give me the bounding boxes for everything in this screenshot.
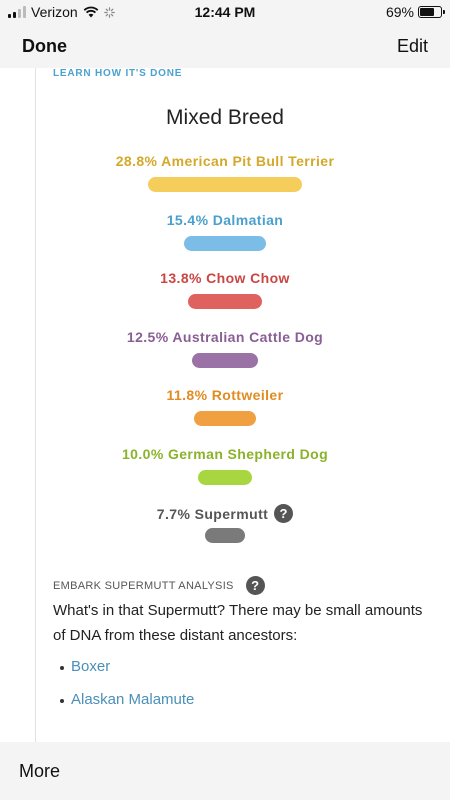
more-button[interactable]: More [19,761,61,781]
supermutt-description: What's in that Supermutt? There may be s… [53,602,423,644]
list-item: Alaskan Malamute [60,691,194,724]
breed-bar [184,235,266,251]
supermutt-heading-text: EMBARK SUPERMUTT ANALYSIS [53,579,234,592]
bottom-toolbar: More [0,742,450,800]
signal-icon [8,6,26,18]
carrier-name: Verizon [31,4,78,20]
breed-bar [193,411,257,426]
breed-label: 15.4% Dalmatian [167,212,284,228]
breed-row: 13.8% Chow Chow [0,270,450,288]
breed-row: 11.8% Rottweiler [0,387,450,405]
bullet-icon [60,666,64,670]
ancestor-list: Boxer Alaskan Malamute [60,658,194,724]
wifi-icon [83,6,99,18]
breed-label: 10.0% German Shepherd Dog [122,446,328,462]
status-time: 12:44 PM [194,4,256,20]
battery-icon [418,6,445,18]
breed-row: 15.4% Dalmatian [0,212,450,230]
breed-label-text: 7.7% Supermutt [156,505,269,522]
breed-bar [191,352,259,368]
breed-bar [188,294,262,309]
edit-button[interactable]: Edit [396,36,428,56]
breed-label: 7.7% Supermutt? [156,504,294,523]
breed-label: 12.5% Australian Cattle Dog [127,329,323,345]
list-item: Boxer [60,658,194,691]
breed-label-text: 11.8% Rottweiler [166,387,284,403]
learn-how-link[interactable]: LEARN HOW IT'S DONE [53,68,183,79]
status-left: Verizon [8,4,115,20]
breed-row: 12.5% Australian Cattle Dog [0,329,450,347]
breed-label-text: 13.8% Chow Chow [160,270,290,286]
report-content[interactable]: LEARN HOW IT'S DONE Mixed Breed 28.8% Am… [0,68,450,742]
breed-bar [204,528,246,543]
ancestor-link-boxer[interactable]: Boxer [71,658,111,675]
status-right: 69% [385,4,445,20]
content-divider [35,68,36,742]
breed-label-text: 12.5% Australian Cattle Dog [126,328,324,345]
breed-label: 13.8% Chow Chow [160,270,290,286]
breed-bar [148,177,302,192]
breed-label-text: 28.8% American Pit Bull Terrier [115,153,335,169]
bullet-icon [60,699,64,703]
breed-bar [198,469,252,485]
help-icon[interactable]: ? [245,576,265,595]
status-bar: Verizon 12:44 PM 69% [0,0,450,24]
nav-bar: Done Edit [0,24,450,68]
breed-title: Mixed Breed [166,106,284,129]
breed-row: 10.0% German Shepherd Dog [0,446,450,464]
done-button[interactable]: Done [22,36,67,56]
ancestor-link-alaskan-malamute[interactable]: Alaskan Malamute [71,691,195,708]
activity-spinner-icon [103,6,115,18]
breed-row: 7.7% Supermutt? [0,504,450,524]
supermutt-heading: EMBARK SUPERMUTT ANALYSIS ? [53,576,265,595]
battery-percent: 69% [385,4,414,20]
battery-fill [420,8,434,16]
help-icon[interactable]: ? [274,504,294,523]
breed-label-text: 15.4% Dalmatian [166,211,284,228]
breed-label: 11.8% Rottweiler [167,387,284,403]
breed-label: 28.8% American Pit Bull Terrier [116,153,335,169]
breed-row: 28.8% American Pit Bull Terrier [0,153,450,171]
breed-label-text: 10.0% German Shepherd Dog [121,445,329,462]
